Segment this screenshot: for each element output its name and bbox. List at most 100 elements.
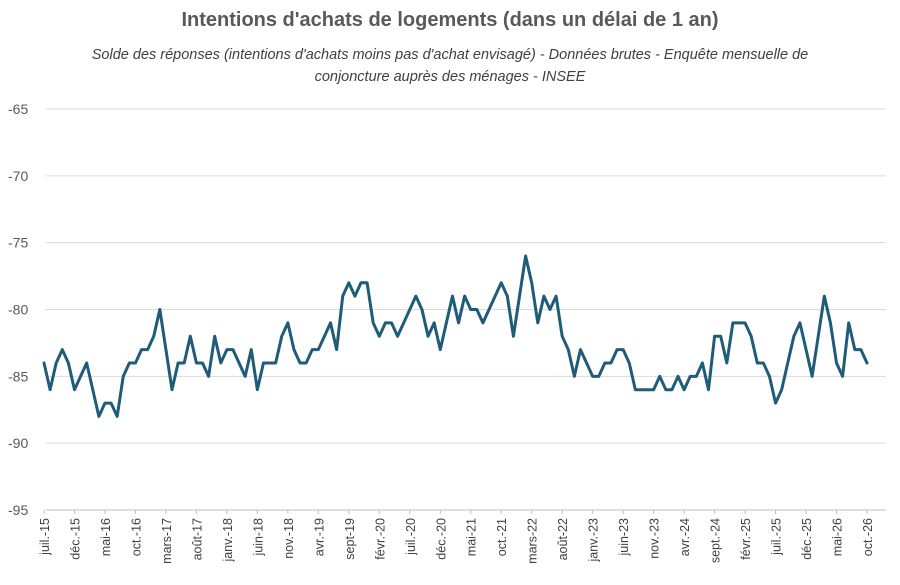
data-point <box>518 294 521 298</box>
data-point <box>426 335 430 338</box>
data-point <box>817 335 820 338</box>
data-point <box>219 361 222 365</box>
data-point <box>365 281 369 284</box>
data-point <box>335 348 338 351</box>
data-point <box>743 321 747 325</box>
x-tick-label: mars-22 <box>526 518 540 564</box>
data-point <box>445 321 448 325</box>
x-tick-label: mai-21 <box>465 518 479 556</box>
data-point <box>140 348 143 351</box>
data-point <box>512 335 515 338</box>
data-point <box>493 294 497 298</box>
data-point <box>304 361 308 365</box>
data-point <box>701 361 704 365</box>
data-point <box>597 375 600 378</box>
data-point <box>865 361 869 365</box>
data-point <box>353 294 357 298</box>
x-tick-label: mars-17 <box>160 518 174 564</box>
data-point <box>243 375 247 378</box>
y-tick-label: -90 <box>8 435 28 451</box>
data-point <box>378 335 381 338</box>
data-point <box>609 361 613 365</box>
data-point <box>713 335 716 338</box>
data-point <box>682 388 686 391</box>
data-point <box>621 348 625 351</box>
data-point <box>390 321 393 325</box>
data-point <box>213 335 216 338</box>
data-point <box>823 294 826 298</box>
data-point <box>420 308 424 311</box>
data-point <box>579 348 582 351</box>
data-point <box>731 321 735 325</box>
data-point <box>530 281 533 284</box>
data-point <box>725 361 728 365</box>
x-tick-label: juil.-25 <box>770 518 784 556</box>
data-point <box>634 388 637 391</box>
y-tick-label: -70 <box>8 168 28 184</box>
data-point <box>396 335 399 338</box>
x-tick-label: oct.-21 <box>495 518 509 556</box>
x-tick-label: févr.-25 <box>739 518 753 560</box>
y-tick-label: -65 <box>8 101 28 117</box>
data-point <box>79 375 82 378</box>
data-point <box>128 361 131 365</box>
chart-subtitle: Solde des réponses (intentions d'achats … <box>91 47 809 85</box>
data-point <box>207 375 210 378</box>
data-point <box>548 308 552 311</box>
data-point <box>853 348 857 351</box>
data-point <box>640 388 643 391</box>
data-point <box>347 281 351 284</box>
data-point <box>475 308 479 311</box>
x-tick-label: déc.-20 <box>434 518 448 560</box>
data-point <box>591 375 594 378</box>
data-point <box>451 294 454 298</box>
data-point <box>268 361 271 365</box>
x-tick-label: juin-23 <box>617 518 631 557</box>
data-point <box>372 321 375 325</box>
x-tick-label: juil.-20 <box>404 518 418 556</box>
data-point <box>122 375 125 378</box>
data-point <box>97 415 101 418</box>
data-point <box>183 361 186 365</box>
data-point <box>256 388 259 391</box>
chart-title: Intentions d'achats de logements (dans u… <box>181 9 719 31</box>
data-point <box>768 375 771 378</box>
x-tick-label: déc.-15 <box>68 518 82 560</box>
data-point <box>798 321 802 325</box>
data-point <box>250 348 253 351</box>
data-point <box>67 361 70 365</box>
x-tick-label: juin-18 <box>251 518 265 557</box>
y-tick-label: -85 <box>8 368 28 384</box>
data-point <box>652 388 655 391</box>
data-point <box>792 335 796 338</box>
data-point <box>61 348 64 351</box>
y-tick-label: -75 <box>8 235 28 251</box>
data-point <box>841 375 844 378</box>
data-point <box>536 321 539 325</box>
data-point <box>567 348 570 351</box>
data-point <box>780 388 783 391</box>
data-point <box>469 308 472 311</box>
data-point <box>152 335 155 338</box>
data-point <box>542 294 546 298</box>
data-point <box>341 294 344 298</box>
x-tick-label: janv.-23 <box>587 518 601 563</box>
data-point <box>524 254 527 258</box>
data-point <box>463 294 466 298</box>
data-point <box>756 361 759 365</box>
data-point <box>237 361 241 365</box>
data-point <box>737 321 741 325</box>
x-tick-label: mai-16 <box>99 518 113 556</box>
data-point <box>323 335 326 338</box>
data-point <box>164 348 168 351</box>
data-point <box>231 348 235 351</box>
y-tick-label: -95 <box>8 502 28 518</box>
x-tick-label: juil.-15 <box>38 518 52 556</box>
data-point <box>762 361 765 365</box>
data-point <box>615 348 619 351</box>
data-point <box>829 321 832 325</box>
data-point <box>286 321 290 325</box>
data-point <box>170 388 174 391</box>
x-tick-label: déc.-25 <box>800 518 814 560</box>
